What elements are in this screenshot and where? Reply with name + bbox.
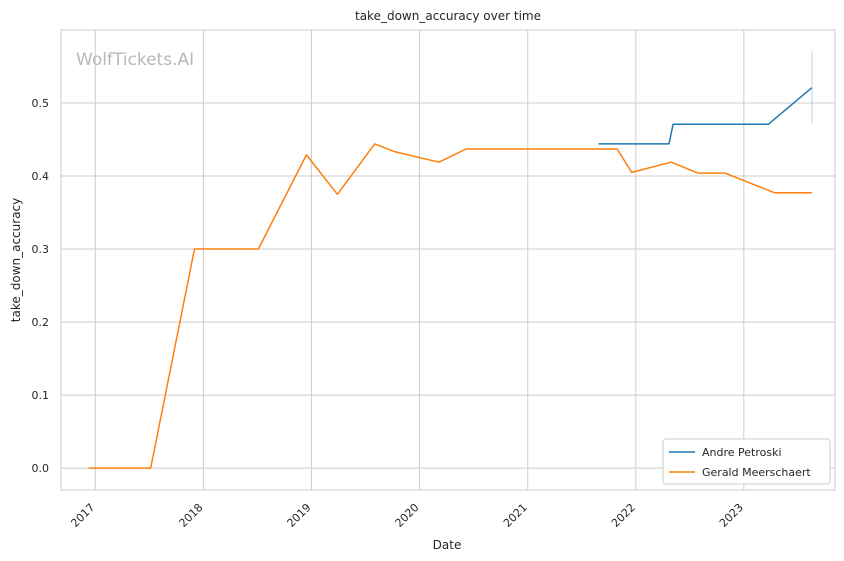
y-tick-label: 0.1 [32, 389, 50, 402]
legend-box [662, 438, 831, 485]
y-tick-label: 0.0 [32, 462, 50, 475]
watermark: WolfTickets.AI [76, 50, 194, 70]
x-tick-label: 2023 [717, 501, 746, 530]
chart-title: take_down_accuracy over time [355, 9, 541, 23]
series-line-andre-petroski [598, 87, 813, 145]
x-tick-label: 2018 [176, 501, 205, 530]
x-tick-label: 2017 [68, 501, 97, 530]
x-axis-label: Date [433, 538, 462, 552]
series-layer [88, 51, 813, 469]
y-tick-label: 0.3 [32, 243, 50, 256]
x-tick-label: 2022 [609, 501, 638, 530]
y-tick-label: 0.2 [32, 316, 50, 329]
x-tick-label: 2020 [393, 501, 422, 530]
y-tick-label: 0.5 [32, 97, 50, 110]
y-axis-ticks: 0.0 0.1 0.2 0.3 0.4 0.5 [32, 97, 50, 475]
legend-label-gerald-meerschaert: Gerald Meerschaert [702, 466, 811, 479]
plot-area [60, 29, 836, 491]
legend-label-andre-petroski: Andre Petroski [702, 446, 782, 459]
x-tick-label: 2019 [285, 501, 314, 530]
y-axis-label: take_down_accuracy [9, 198, 23, 322]
grid [61, 30, 835, 490]
y-tick-label: 0.4 [32, 170, 50, 183]
series-line-gerald-meerschaert [88, 143, 812, 469]
x-tick-label: 2021 [501, 501, 530, 530]
x-axis-ticks: 2017 2018 2019 2020 2021 2022 2023 [68, 501, 745, 530]
legend: Andre Petroski Gerald Meerschaert [662, 438, 831, 485]
